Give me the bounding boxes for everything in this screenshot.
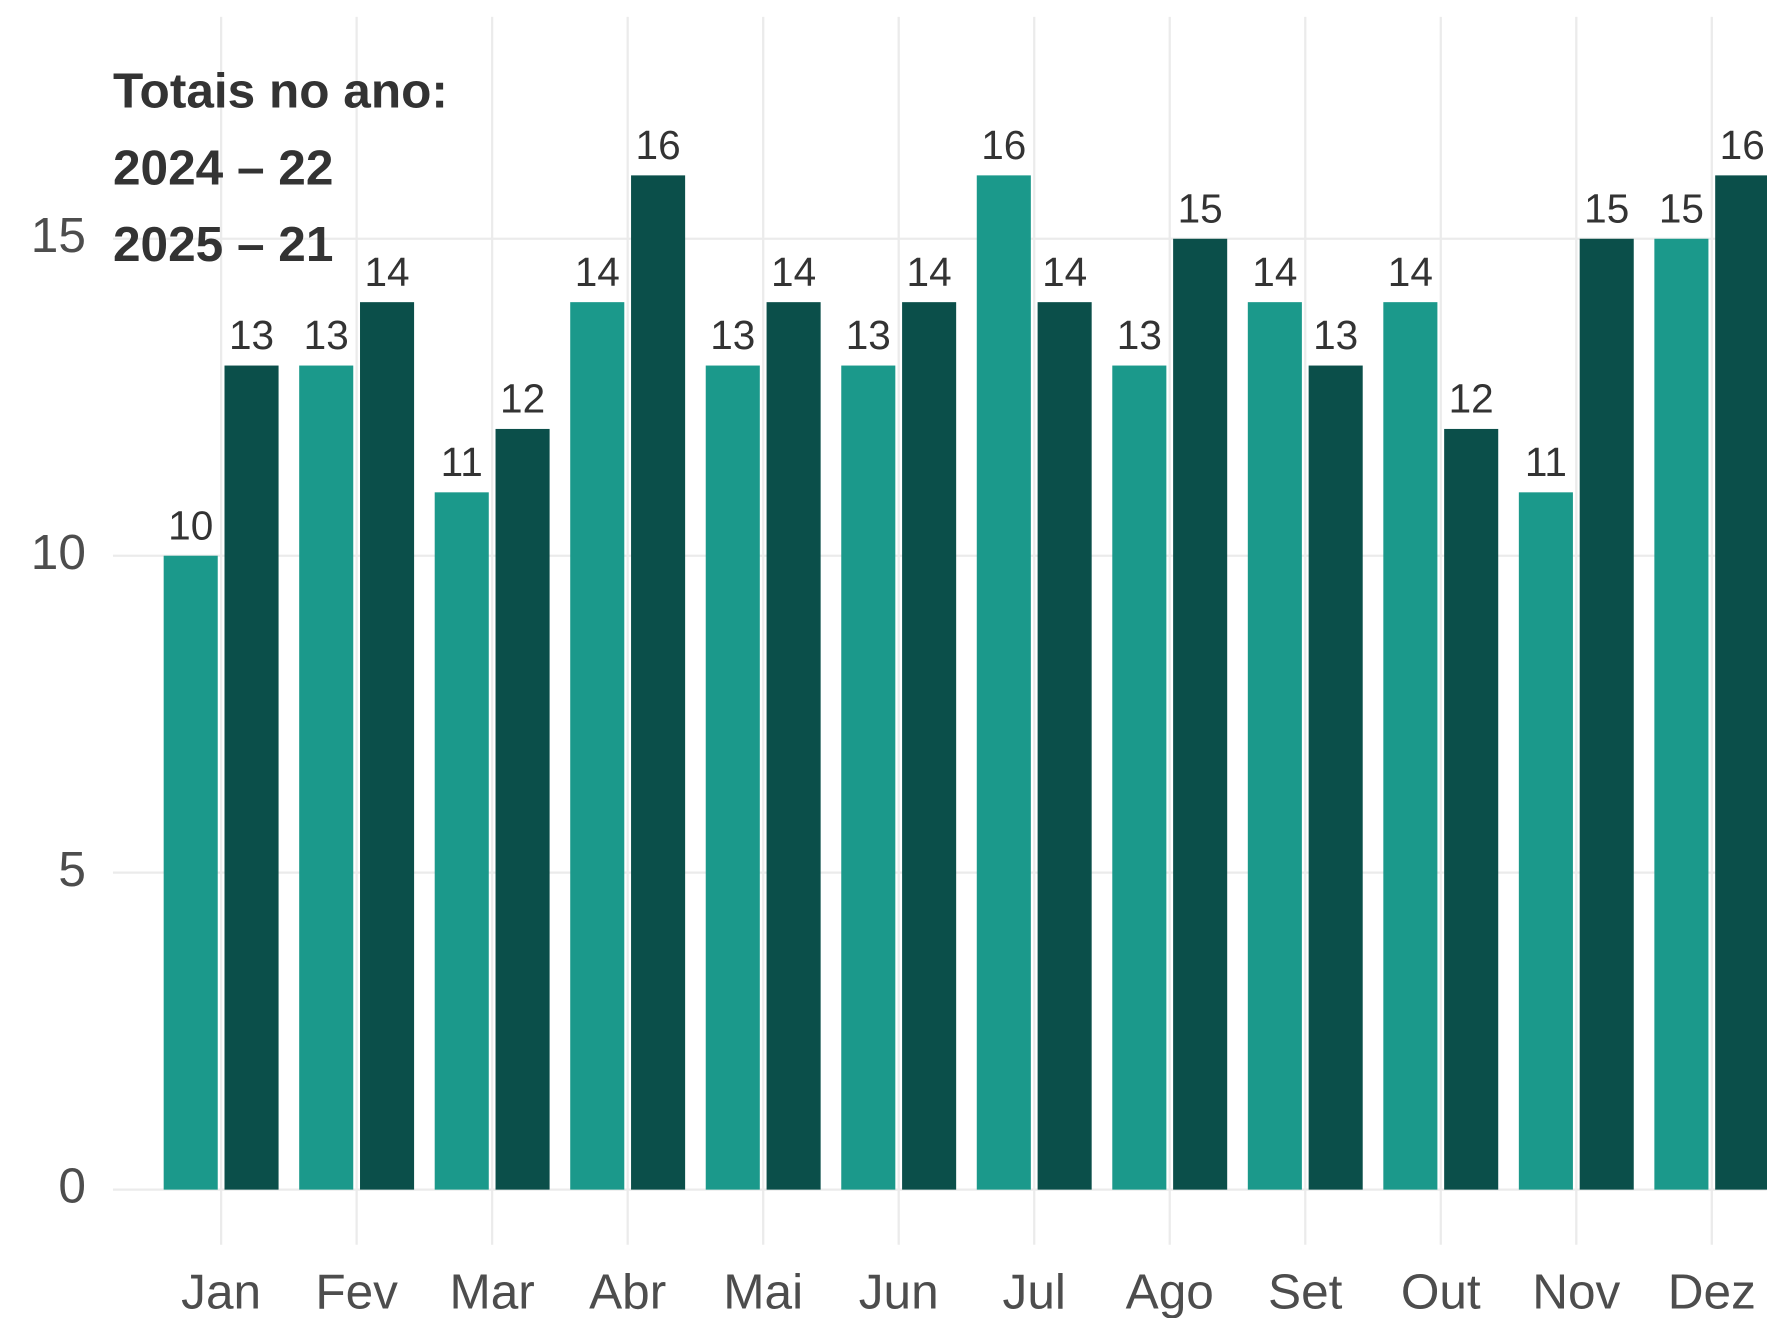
bar (841, 365, 896, 1190)
value-label: 14 (907, 249, 952, 295)
bar (1037, 302, 1092, 1190)
value-label: 13 (304, 312, 349, 358)
bar (1518, 492, 1573, 1190)
annotation: 2025 – 21 (113, 216, 333, 272)
x-tick-label: Fev (315, 1264, 398, 1318)
value-label: 11 (441, 439, 483, 485)
value-label: 14 (1388, 249, 1433, 295)
value-label: 13 (229, 312, 274, 358)
value-label: 12 (1449, 376, 1494, 422)
x-tick-label: Nov (1532, 1264, 1620, 1318)
bar (1715, 175, 1767, 1190)
bar (1383, 302, 1438, 1190)
value-label: 12 (500, 376, 545, 422)
value-label: 15 (1659, 185, 1704, 231)
x-tick-label: Abr (589, 1264, 666, 1318)
bar (1247, 302, 1302, 1190)
value-label: 16 (1720, 122, 1765, 168)
bar (299, 365, 354, 1190)
bar (705, 365, 760, 1190)
x-tick-label: Set (1268, 1264, 1343, 1318)
bar (570, 302, 625, 1190)
bar (766, 302, 821, 1190)
value-label: 14 (1042, 249, 1087, 295)
y-tick-label: 10 (31, 524, 86, 580)
x-tick-label: Mar (449, 1264, 534, 1318)
x-tick-label: Jun (859, 1264, 939, 1318)
value-label: 13 (710, 312, 755, 358)
value-label: 14 (771, 249, 816, 295)
y-tick-label: 0 (58, 1158, 86, 1214)
bar (1654, 238, 1709, 1190)
value-label: 15 (1584, 185, 1629, 231)
value-label: 14 (364, 249, 409, 295)
x-tick-label: Ago (1126, 1264, 1214, 1318)
value-label: 10 (168, 502, 213, 548)
bar (1112, 365, 1167, 1190)
value-label: 14 (1252, 249, 1297, 295)
y-tick-label: 5 (58, 841, 86, 897)
annotation: Totais no ano: (113, 63, 448, 119)
bar (1579, 238, 1634, 1190)
x-tick-label: Jan (181, 1264, 261, 1318)
bar (902, 302, 957, 1190)
bar (163, 555, 218, 1190)
x-tick-label: Mai (723, 1264, 803, 1318)
value-label: 14 (575, 249, 620, 295)
value-label: 15 (1178, 185, 1223, 231)
x-tick-label: Jul (1003, 1264, 1066, 1318)
value-label: 16 (981, 122, 1026, 168)
annotation: 2024 – 22 (113, 139, 333, 195)
value-label: 11 (1525, 439, 1567, 485)
value-label: 13 (846, 312, 891, 358)
bar (495, 428, 550, 1190)
bar (434, 492, 489, 1190)
y-tick-label: 15 (31, 207, 86, 263)
value-label: 13 (1313, 312, 1358, 358)
x-tick-label: Dez (1668, 1264, 1756, 1318)
value-label: 16 (636, 122, 681, 168)
bar (1308, 365, 1363, 1190)
bar (976, 175, 1031, 1190)
bar (224, 365, 279, 1190)
bar (1444, 428, 1499, 1190)
value-label: 13 (1117, 312, 1162, 358)
bar (1173, 238, 1228, 1190)
x-tick-label: Out (1401, 1264, 1481, 1318)
bar (360, 302, 415, 1190)
bar (631, 175, 686, 1190)
